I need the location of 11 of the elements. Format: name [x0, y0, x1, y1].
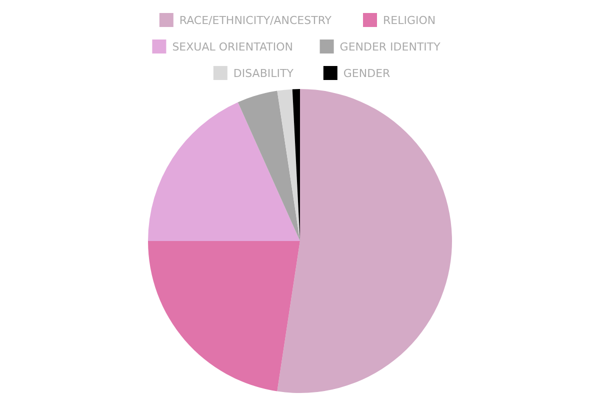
legend-label: RACE/ETHNICITY/ANCESTRY: [179, 14, 332, 27]
pie-slice: [277, 89, 452, 393]
legend-label: GENDER: [343, 66, 391, 80]
legend-label: GENDER IDENTITY: [340, 40, 441, 54]
pie-slice: [277, 89, 300, 241]
legend-label: SEXUAL ORIENTATION: [172, 40, 293, 54]
pie-slice: [148, 102, 300, 241]
pie-slice: [238, 90, 300, 241]
pie-slice: [148, 241, 300, 392]
legend-label: RELIGION: [383, 14, 436, 27]
legend-label: DISABILITY: [233, 66, 294, 80]
